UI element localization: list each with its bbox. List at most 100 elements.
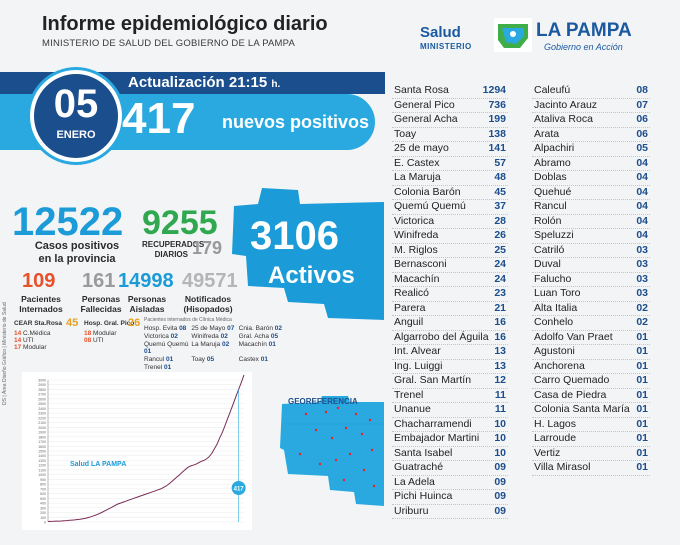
- location-count: 01: [636, 403, 648, 415]
- location-row: Gral. San Martín 12: [392, 374, 508, 389]
- location-row: Falucho 03: [532, 272, 650, 287]
- y-tick-label: 2700: [38, 393, 46, 397]
- location-row: Trenel 11: [392, 388, 508, 403]
- location-name: Alta Italia: [534, 301, 578, 314]
- stat-value: 109: [22, 270, 56, 292]
- location-row: Alta Italia 02: [532, 301, 650, 316]
- location-row: Agustoni 01: [532, 345, 650, 360]
- y-tick-label: 700: [40, 487, 46, 491]
- location-name: Colonia Santa María: [534, 403, 630, 415]
- y-tick-label: 100: [40, 516, 46, 520]
- hospital-santa-rosa: CEAR Sta.Rosa 45 14 C.Médica 14 UTI 17 Mo…: [14, 317, 79, 351]
- location-count: 09: [494, 475, 506, 488]
- recovered-label: RECUPERADOS DIARIOS: [142, 240, 205, 259]
- y-tick-label: 1300: [38, 459, 46, 463]
- location-name: Chacharramendi: [394, 417, 472, 430]
- location-name: 25 de mayo: [394, 142, 449, 154]
- y-tick-label: 500: [40, 497, 46, 501]
- location-name: General Acha: [394, 113, 458, 125]
- location-name: Duval: [534, 258, 561, 270]
- location-count: 09: [494, 461, 506, 473]
- location-count: 11: [494, 388, 506, 401]
- y-tick-label: 1400: [38, 454, 46, 458]
- location-name: Villa Mirasol: [534, 461, 591, 473]
- stat-label: Pacientes Internados: [19, 294, 63, 314]
- location-count: 01: [636, 388, 648, 401]
- location-name: Realicó: [394, 287, 430, 299]
- location-name: Trenel: [394, 388, 424, 401]
- location-row: General Pico 736: [392, 99, 508, 113]
- location-row: E. Castex 57: [392, 156, 508, 171]
- location-row: Victorica 28: [392, 214, 508, 229]
- clinic-item: Winifreda 02: [191, 333, 228, 340]
- location-row: Bernasconi 24: [392, 258, 508, 273]
- location-name: Bernasconi: [394, 258, 447, 270]
- location-count: 21: [494, 301, 506, 314]
- stat-label: Personas Fallecidas: [80, 294, 122, 314]
- location-name: Parera: [394, 301, 426, 314]
- location-name: Caleufú: [534, 84, 571, 96]
- location-row: Catriló 03: [532, 244, 650, 258]
- location-count: 04: [636, 200, 648, 212]
- location-row: Pichi Huinca 09: [392, 490, 508, 505]
- location-name: Adolfo Van Praet: [534, 330, 613, 343]
- location-row: Ataliva Roca 06: [532, 113, 650, 128]
- y-tick-label: 600: [40, 492, 46, 496]
- active-cases-label: Activos: [268, 262, 355, 289]
- location-name: Guatraché: [394, 461, 444, 473]
- location-row: 25 de mayo 141: [392, 142, 508, 157]
- la-pampa-emblem-icon: [494, 18, 532, 52]
- logo-gobierno: Gobierno en Acción: [544, 42, 623, 52]
- location-count: 04: [636, 156, 648, 169]
- location-name: Luan Toro: [534, 287, 581, 299]
- location-row: Macachín 24: [392, 273, 508, 287]
- location-row: Villa Mirasol 01: [532, 461, 650, 476]
- location-row: Vertiz 01: [532, 446, 650, 461]
- location-name: Jacinto Arauz: [534, 98, 598, 111]
- location-name: Anguil: [394, 316, 424, 328]
- location-count: 04: [636, 171, 648, 183]
- location-count: 01: [636, 461, 648, 473]
- location-row: Arata 06: [532, 127, 650, 142]
- location-row: Alpachiri 05: [532, 142, 650, 157]
- location-row: General Acha 199: [392, 113, 508, 128]
- location-name: Santa Rosa: [394, 84, 449, 96]
- y-tick-label: 2000: [38, 426, 46, 430]
- location-count: 04: [636, 214, 648, 227]
- location-row: Ing. Luiggi 13: [392, 360, 508, 374]
- location-count: 48: [494, 171, 506, 183]
- location-count: 06: [636, 113, 648, 125]
- y-tick-label: 400: [40, 502, 46, 506]
- location-count: 23: [494, 287, 506, 299]
- location-count: 01: [636, 446, 648, 459]
- location-count: 07: [636, 98, 648, 111]
- location-name: E. Castex: [394, 156, 440, 169]
- y-tick-label: 1000: [38, 473, 46, 477]
- clinic-item: Victorica 02: [144, 333, 178, 340]
- location-count: 28: [494, 214, 506, 227]
- location-count: 04: [636, 185, 648, 198]
- stat-value: 14998: [118, 270, 174, 292]
- location-name: Embajador Martini: [394, 432, 480, 444]
- date-day: 05: [53, 82, 99, 126]
- location-count: 01: [636, 359, 648, 372]
- location-name: Falucho: [534, 272, 572, 285]
- location-name: Winifreda: [394, 229, 439, 241]
- side-credit: DS | Área Diseño Gráfico | Ministerio de…: [2, 302, 8, 405]
- location-name: Rancul: [534, 200, 567, 212]
- active-cases-value: 3106: [250, 214, 339, 258]
- clinic-title: Pacientes internados de Clínica Médica: [144, 317, 232, 323]
- location-count: 06: [636, 127, 648, 140]
- highlight-label: 417: [234, 487, 245, 493]
- location-row: Colonia Barón 45: [392, 186, 508, 200]
- location-row: Toay 138: [392, 128, 508, 142]
- location-name: Gral. San Martín: [394, 374, 472, 386]
- location-name: Abramo: [534, 156, 571, 169]
- location-count: 03: [636, 258, 648, 270]
- location-name: M. Riglos: [394, 243, 438, 256]
- y-tick-label: 2200: [38, 416, 46, 420]
- location-name: La Maruja: [394, 171, 441, 183]
- location-count: 10: [494, 432, 506, 444]
- page-subtitle: MINISTERIO DE SALUD DEL GOBIERNO DE LA P…: [42, 38, 296, 49]
- location-count: 02: [636, 301, 648, 314]
